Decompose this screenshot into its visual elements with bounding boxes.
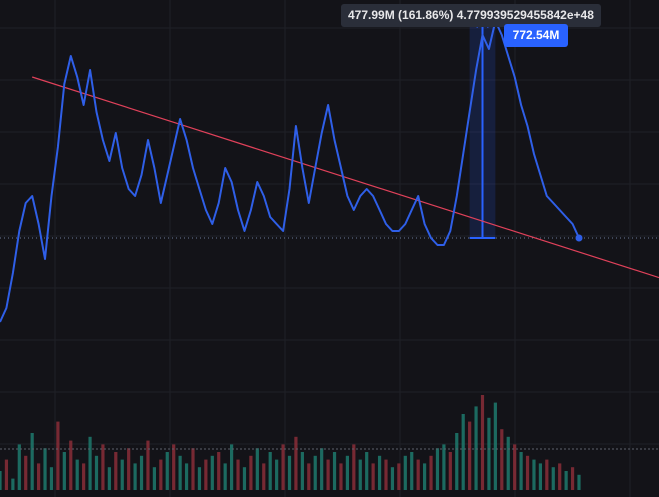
volume-bar [358,459,362,490]
last-price-marker [575,234,583,242]
volume-bar [538,463,542,490]
volume-bar [493,402,497,490]
volume-bar [172,444,176,490]
volume-bar [442,444,446,490]
volume-bar [275,459,279,490]
volume-bar [249,455,253,490]
volume-bar [525,455,530,490]
trend-line[interactable] [31,76,659,279]
volume-bar [448,452,452,490]
volume-bar [435,448,440,490]
volume-bar [159,459,163,490]
volume-bar [43,448,47,490]
volume-bar [513,444,517,490]
volume-bar [480,395,485,490]
volume-bar [423,463,427,490]
volume-bar [236,459,240,490]
volume-bar [281,444,285,490]
volume-bar [146,440,150,490]
volume-bar [403,455,407,490]
volume-bar [49,467,54,490]
volume-bar [519,452,523,490]
volume-bar [455,433,459,490]
volume-bar [11,478,15,490]
volume-bar [487,417,491,490]
volume-bar [197,467,202,490]
volume-bar [165,452,169,490]
volume-bar [178,455,182,490]
volume-bar [300,452,304,490]
volume-bar [4,459,9,490]
volume-bar [139,455,144,490]
volume-bar [62,452,66,490]
volume-bar [94,455,99,490]
volume-bar [255,448,259,490]
volume-bar [217,452,221,490]
volume-bar [133,463,137,490]
volume-bar [506,436,510,490]
volume-bar [127,448,131,490]
volume-bar [577,474,581,490]
volume-bar [320,448,324,490]
volume-bar [558,463,562,490]
price-series-line [0,20,580,323]
volume-bar [262,463,266,490]
volume-bar [82,463,86,490]
volume-bar [416,459,420,490]
volume-bar [56,421,60,490]
volume-bar [390,467,395,490]
volume-bar [204,459,208,490]
volume-bar [191,448,195,490]
volume-bar [365,452,369,490]
volume-bar [75,459,79,490]
volume-bars [0,395,581,490]
volume-bar [101,444,105,490]
volume-bar [88,436,92,490]
volume-bar [230,444,234,490]
volume-bar [468,421,472,490]
volume-bar [570,467,575,490]
volume-bar [152,467,156,490]
volume-bar [551,467,555,490]
volume-bar [532,459,536,490]
volume-bar [461,414,465,490]
volume-bar [410,452,414,490]
volume-bar [307,463,311,490]
volume-bar [371,463,375,490]
volume-bar [564,471,568,490]
volume-bar [397,463,401,490]
volume-bar [37,463,41,490]
volume-bar [545,459,549,490]
volume-bar [313,455,317,490]
volume-bar [0,471,2,490]
measure-tooltip: 477.99M (161.86%) 4.779939529455842e+48 [341,4,601,27]
volume-bar [332,452,337,490]
volume-bar [17,444,21,490]
volume-bar [223,463,227,490]
price-label: 772.54M [504,24,568,47]
volume-bar [30,433,34,490]
volume-bar [114,452,118,490]
volume-bar [352,444,356,490]
volume-bar [120,459,124,490]
volume-bar [210,455,214,490]
volume-bar [339,463,343,490]
volume-bar [69,440,73,490]
volume-bar [242,467,247,490]
volume-bar [384,459,388,490]
volume-bar [184,463,189,490]
volume-bar [474,406,478,490]
volume-bar [287,455,292,490]
volume-bar [107,467,111,490]
volume-bar [377,455,382,490]
volume-bar [429,455,433,490]
volume-bar [294,436,298,490]
volume-bar [345,455,349,490]
volume-bar [326,459,330,490]
volume-bar [500,429,504,490]
volume-bar [24,455,28,490]
volume-bar [268,452,272,490]
